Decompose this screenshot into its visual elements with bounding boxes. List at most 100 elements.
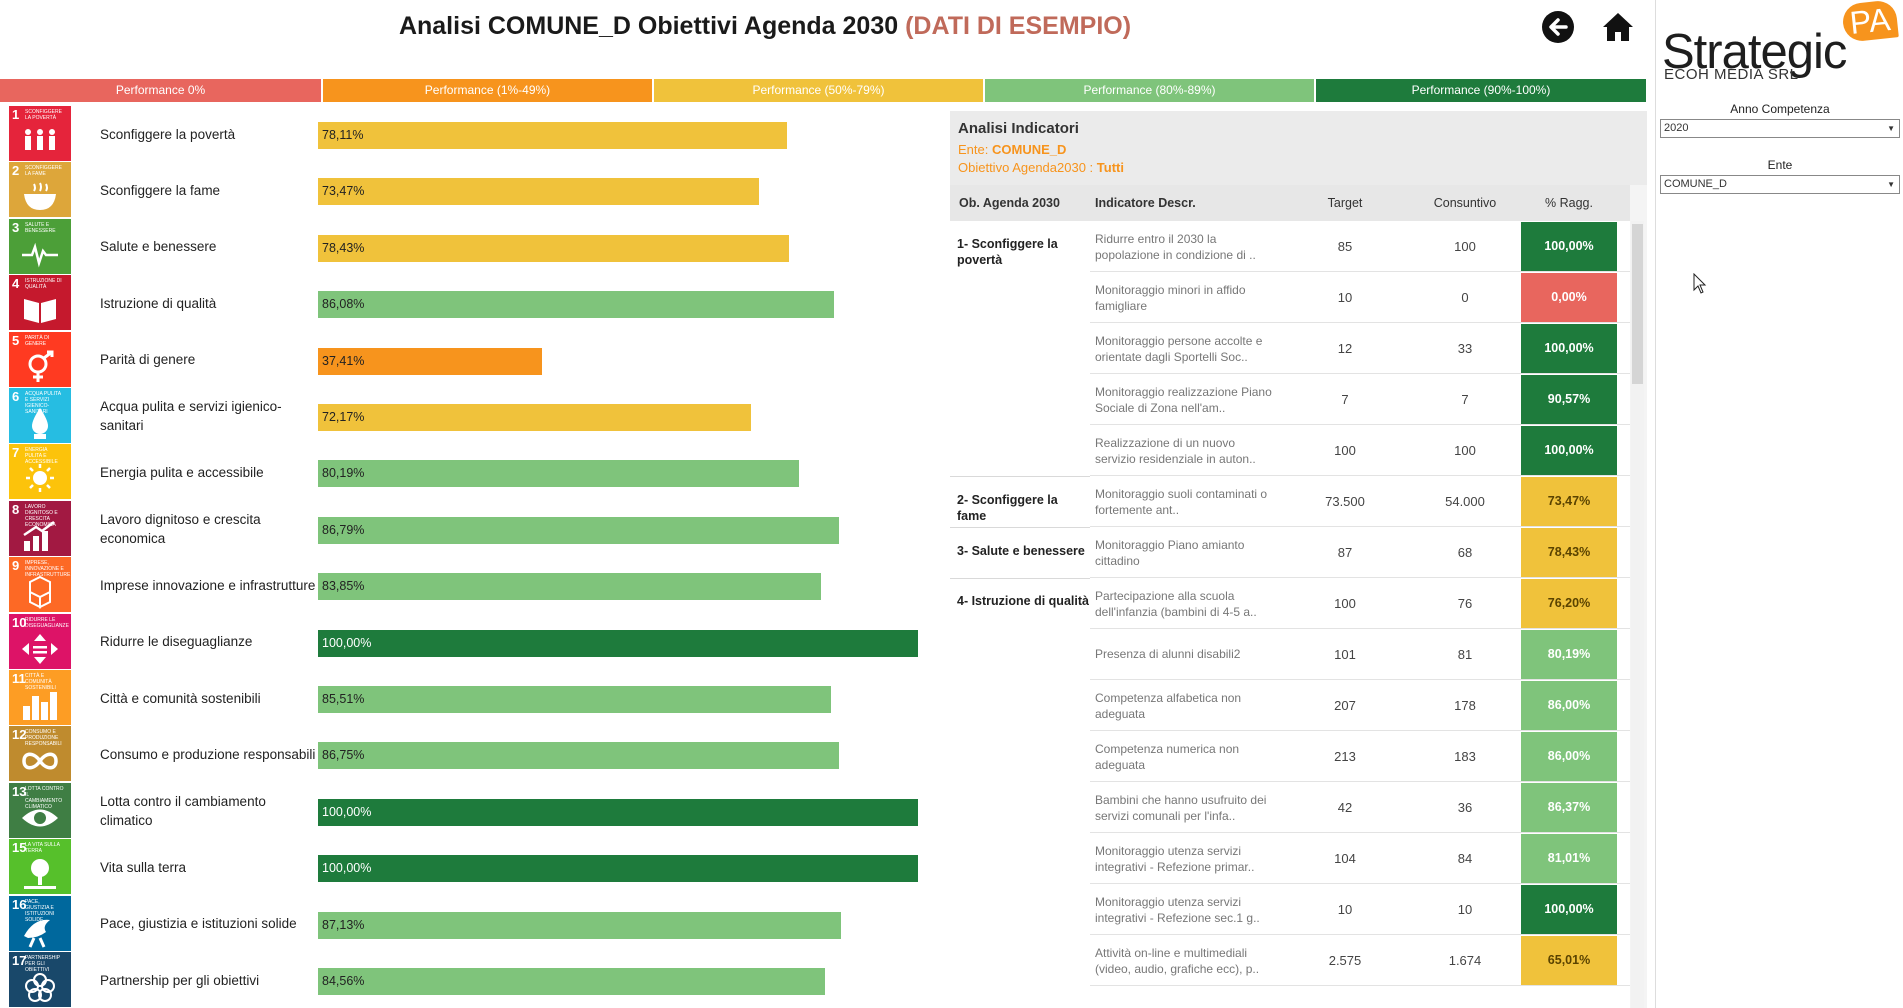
sdg-goal-row[interactable]: 3 SALUTE E BENESSERE Salute e benessere 78,… [0,218,945,275]
performance-bar[interactable]: 73,47% [318,178,759,206]
ente-value: COMUNE_D [991,142,1067,157]
sdg-goal-label: Salute e benessere [100,219,318,275]
sdg-icon-tile: 2 SCONFIGGERE LA FAME [9,162,71,218]
sdg-goal-label: Imprese innovazione e infrastrutture [100,557,318,613]
sdg-goal-row[interactable]: 17 PARTNERSHIP PER GLI OBIETTIVI Partnersh… [0,952,945,1008]
performance-bar[interactable]: 100,00% [318,855,918,883]
sdg-icon-caption: LAVORO DIGNITOSO E CRESCITA ECONOMICA [25,503,58,528]
sdg-goal-row[interactable]: 11 CITTÀ E COMUNITÀ SOSTENIBILI Città e co… [0,670,945,726]
performance-bar[interactable]: 87,13% [318,911,841,939]
table-row[interactable]: Monitoraggio suoli contaminati o forteme… [1090,476,1630,527]
achievement-percent: 100,00% [1521,885,1617,934]
sdg-goal-label: Energia pulita e accessibile [100,444,318,500]
home-icon[interactable] [1601,10,1635,44]
sdg-goal-row[interactable]: 13 LOTTA CONTRO IL CAMBIAMENTO CLIMATICO L… [0,782,945,839]
sdg-goal-row[interactable]: 16 PACE, GIUSTIZIA E ISTITUZIONI SOLIDE Pa… [0,895,945,952]
performance-bar[interactable]: 86,75% [318,742,839,770]
table-row[interactable]: Presenza di alunni disabili2 101 81 80,19% [1090,629,1630,680]
col-indicator[interactable]: Indicatore Descr. [1095,196,1196,210]
filter-ente-select[interactable]: COMUNE_D ▼ [1660,175,1900,194]
table-row[interactable]: Ridurre entro il 2030 la popolazione in … [1090,221,1630,272]
table-row[interactable]: Competenza alfabetica non adeguata 207 178… [1090,680,1630,731]
tree-icon [24,859,56,890]
sdg-goal-row[interactable]: 1 SCONFIGGERE LA POVERTÀ Sconfiggere la po… [0,106,945,162]
filter-ente-label: Ente [1767,158,1793,172]
sdg-goal-row[interactable]: 10 RIDURRE LE DISEGUAGLIANZE Ridurre le di… [0,613,945,670]
table-row[interactable]: Monitoraggio persone accolte e orientate… [1090,323,1630,374]
sdg-icon-tile: 8 LAVORO DIGNITOSO E CRESCITA ECONOMICA [9,500,71,556]
arrow-left-circle-icon[interactable] [1541,10,1575,44]
consuntivo-value: 178 [1454,698,1476,713]
sdg-goal-row[interactable]: 12 CONSUMO E PRODUZIONE RESPONSABILI Consu… [0,726,945,782]
indicator-description: Monitoraggio utenza servizi integrativi … [1095,895,1260,925]
performance-bar[interactable]: 86,08% [318,291,835,319]
sdg-goal-row[interactable]: 7 ENERGIA PULITA E ACCESSIBILE Energia pul… [0,444,945,500]
performance-bar[interactable]: 85,51% [318,686,832,713]
table-row[interactable]: Monitoraggio realizzazione Piano Sociale… [1090,374,1630,425]
page-title: Analisi COMUNE_D Obiettivi Agenda 2030 (… [0,12,1530,41]
sdg-icon-caption: ENERGIA PULITA E ACCESSIBILE [25,447,58,466]
consuntivo-value: 84 [1457,851,1473,866]
table-row[interactable]: Monitoraggio utenza servizi integrativi … [1090,833,1630,884]
col-consuntivo[interactable]: Consuntivo [1433,196,1497,210]
table-row[interactable]: Monitoraggio Piano amianto cittadino 87 68… [1090,527,1630,578]
performance-bar[interactable]: 78,43% [318,234,789,262]
consuntivo-value: 68 [1457,545,1473,560]
sdg-icon-caption: PARITÀ DI GENERE [25,334,50,347]
sdg-goal-label-text: Lotta contro il cambiamento climatico [100,793,266,828]
goal-separator [950,527,1090,528]
sdg-goal-label: Città e comunità sostenibili [100,670,318,726]
achievement-percent: 78,43% [1521,528,1617,577]
performance-bar[interactable]: 37,41% [318,347,543,375]
col-pct[interactable]: % Ragg. [1545,196,1593,210]
sdg-goal-row[interactable]: 5 PARITÀ DI GENERE Parità di genere 37,41% [0,331,945,388]
table-scrollbar[interactable] [1631,221,1644,1008]
sdg-goal-row[interactable]: 8 LAVORO DIGNITOSO E CRESCITA ECONOMICA La… [0,500,945,557]
sdg-goal-label-text: Pace, giustizia e istituzioni solide [100,916,297,932]
col-target[interactable]: Target [1327,196,1363,210]
table-row[interactable]: Bambini che hanno usufruito dei servizi … [1090,782,1630,833]
achievement-percent: 90,57% [1521,375,1617,424]
performance-bar[interactable]: 84,56% [318,968,826,995]
indicator-description: Competenza numerica non adeguata [1095,742,1240,772]
table-header: Ob. Agenda 2030 Indicatore Descr. Target… [950,185,1630,221]
page-title-text: Analisi COMUNE_D Obiettivi Agenda 2030 [398,12,899,40]
logo-badge: PA [1841,0,1899,43]
performance-bar-value: 78,11% [322,128,364,142]
sdg-goal-row[interactable]: 2 SCONFIGGERE LA FAME Sconfiggere la fame 7… [0,162,945,218]
table-row[interactable]: Monitoraggio minori in affido famigliare… [1090,272,1630,323]
performance-bar[interactable]: 78,11% [318,122,787,149]
sdg-icon-caption: ISTRUZIONE DI QUALITÀ [25,278,62,291]
performance-bar[interactable]: 80,19% [318,460,800,488]
performance-bar[interactable]: 83,85% [318,573,822,601]
table-row[interactable]: Realizzazione di un nuovo servizio resid… [1090,425,1630,476]
sample-data-tag: (DATI DI ESEMPIO) [905,12,1132,40]
goal-cell: 4- Istruzione di qualità [957,594,1089,608]
sdg-icon-tile: 6 ACQUA PULITA E SERVIZI IGIENICO-SANITAR… [9,388,71,443]
consuntivo-value: 7 [1461,392,1469,407]
performance-bar[interactable]: 72,17% [318,404,752,431]
flower-icon [25,973,55,1002]
table-row[interactable]: Monitoraggio utenza servizi integrativi … [1090,884,1630,935]
indicators-title: Analisi Indicatori [958,120,1079,137]
table-row[interactable]: Partecipazione alla scuola dell'infanzia… [1090,578,1630,629]
sdg-number: 17 [12,953,27,968]
infinity-icon [22,752,58,770]
logo-word: Strategic [1662,25,1847,79]
performance-bar[interactable]: 100,00% [318,798,918,826]
sdg-goal-label-text: Consumo e produzione responsabili [100,746,316,762]
table-row[interactable]: Attività on-line e multimediali (video, … [1090,935,1630,986]
performance-bar[interactable]: 86,79% [318,516,839,544]
sdg-goal-label-text: Lavoro dignitoso e crescita economica [100,511,261,546]
col-goal[interactable]: Ob. Agenda 2030 [959,196,1060,210]
sdg-goal-row[interactable]: 4 ISTRUZIONE DI QUALITÀ Istruzione di qual… [0,275,945,331]
filter-year-select[interactable]: 2020 ▼ [1660,119,1900,138]
table-scrollbar-thumb[interactable] [1632,224,1643,384]
consuntivo-value: 10 [1457,902,1473,917]
performance-bar[interactable]: 100,00% [318,629,918,657]
sdg-goal-row[interactable]: 6 ACQUA PULITA E SERVIZI IGIENICO-SANITAR… [0,388,945,444]
sdg-goal-row[interactable]: 15 LA VITA SULLA TERRA Vita sulla terra 100… [0,839,945,895]
sdg-goal-row[interactable]: 9 IMPRESE, INNOVAZIONE E INFRASTRUTTURE Im… [0,557,945,613]
table-row[interactable]: Competenza numerica non adeguata 213 183 86… [1090,731,1630,782]
indicator-description: Monitoraggio suoli contaminati o forteme… [1095,487,1268,517]
